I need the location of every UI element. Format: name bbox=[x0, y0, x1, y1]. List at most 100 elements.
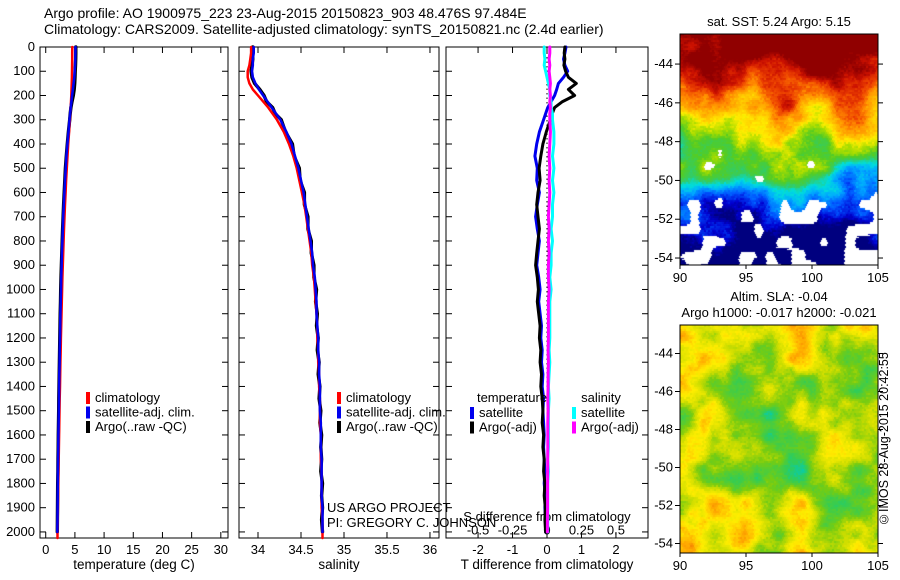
temperature-legend-label: satellite-adj. clim. bbox=[95, 405, 195, 420]
s-axis-tick-label: -0.25 bbox=[498, 523, 528, 538]
difference-x-tick-label: 2 bbox=[612, 542, 619, 557]
salinity-series-satellite-adj-clim- bbox=[250, 45, 324, 534]
depth-tick-label: 500 bbox=[13, 160, 35, 175]
salinity-legend-label: Argo(..raw -QC) bbox=[346, 419, 438, 434]
sla_map-y-tick-label: -48 bbox=[654, 422, 673, 437]
temperature-x-tick-label: 10 bbox=[97, 542, 111, 557]
sla_map-y-tick-label: -54 bbox=[654, 536, 673, 551]
temperature-legend-marker bbox=[86, 406, 90, 419]
s-axis-tick-label: -0.5 bbox=[467, 523, 489, 538]
sst_map-y-tick-label: -50 bbox=[654, 172, 673, 187]
sst_map-x-tick-label: 105 bbox=[867, 270, 889, 285]
temperature-panel: 0 5 10 15 20 25 300100200300400500600700800900… bbox=[6, 39, 229, 572]
difference-series-s-argo-adj- bbox=[545, 45, 552, 534]
temperature-x-tick-label: 20 bbox=[155, 542, 169, 557]
sst_map-y-tick-label: -54 bbox=[654, 250, 673, 265]
salinity-x-tick-label: 35 bbox=[337, 542, 351, 557]
depth-tick-label: 1600 bbox=[6, 427, 35, 442]
sla_map-axes-box bbox=[679, 324, 879, 554]
temperature-legend-label: Argo(..raw -QC) bbox=[95, 419, 187, 434]
depth-tick-label: 1500 bbox=[6, 403, 35, 418]
temperature-series-satellite-adj-clim- bbox=[55, 45, 77, 534]
sla_map-x-tick-label: 105 bbox=[867, 558, 889, 573]
temperature-legend-label: climatology bbox=[95, 390, 161, 405]
difference-legend-t-marker bbox=[470, 407, 474, 419]
difference-series-t-argo-adj- bbox=[534, 45, 578, 534]
sst_map-y-tick-label: -44 bbox=[654, 56, 673, 71]
difference-legend-s-marker bbox=[572, 407, 576, 419]
difference-legend-s-label: Argo(-adj) bbox=[581, 420, 639, 435]
difference-x-tick-label: -2 bbox=[472, 542, 484, 557]
salinity-x-tick-label: 34.5 bbox=[288, 542, 313, 557]
temperature-x-axis-label: temperature (deg C) bbox=[73, 557, 195, 572]
salinity-x-tick-label: 34 bbox=[251, 542, 265, 557]
sla-map-title-line2: Argo h1000: -0.017 h2000: -0.021 bbox=[681, 305, 877, 320]
difference-legend-t-header: temperature bbox=[477, 390, 547, 405]
difference-legend-s-label: satellite bbox=[581, 405, 625, 420]
temperature-legend-marker bbox=[86, 421, 90, 433]
depth-tick-label: 1900 bbox=[6, 500, 35, 515]
sla_map-x-tick-label: 100 bbox=[801, 558, 823, 573]
difference-x-tick-label: 1 bbox=[578, 542, 585, 557]
salinity-legend-label: climatology bbox=[346, 390, 412, 405]
sla_map-y-tick-label: -50 bbox=[654, 460, 673, 475]
difference-x-axis-label: T difference from climatology bbox=[461, 557, 634, 572]
sla_map-y-tick-label: -44 bbox=[654, 346, 673, 361]
sst_map-axes: 90 95 100 105 -44 -46 -48 -50 -52 -54 bbox=[654, 33, 889, 285]
s-axis-tick-label: 0.25 bbox=[569, 523, 594, 538]
sla-map-image bbox=[680, 325, 878, 553]
salinity-legend-marker bbox=[337, 392, 341, 404]
depth-tick-label: 2000 bbox=[6, 524, 35, 539]
temperature-legend-marker bbox=[86, 392, 90, 404]
sst_map-y-tick-label: -48 bbox=[654, 134, 673, 149]
project-pi: PI: GREGORY C. JOHNSON bbox=[327, 515, 497, 530]
difference-x-tick-label: 0 bbox=[543, 542, 550, 557]
difference-legend-t-label: Argo(-adj) bbox=[479, 420, 537, 435]
figure-title-line1: Argo profile: AO 1900975_223 23-Aug-2015… bbox=[44, 5, 527, 21]
temperature-axes-box bbox=[39, 46, 229, 539]
s-axis-tick-label: 0.5 bbox=[607, 523, 625, 538]
sst_map-x-tick-label: 95 bbox=[739, 270, 753, 285]
depth-tick-label: 1400 bbox=[6, 378, 35, 393]
depth-tick-label: 1700 bbox=[6, 451, 35, 466]
depth-tick-label: 1800 bbox=[6, 475, 35, 490]
temperature-x-tick-label: 30 bbox=[214, 542, 228, 557]
salinity-x-tick-label: 36 bbox=[423, 542, 437, 557]
depth-tick-label: 1300 bbox=[6, 354, 35, 369]
depth-tick-label: 700 bbox=[13, 209, 35, 224]
project-name: US ARGO PROJECT bbox=[327, 500, 451, 515]
difference-legend-t-label: satellite bbox=[479, 405, 523, 420]
salinity-x-tick-label: 35.5 bbox=[374, 542, 399, 557]
depth-tick-label: 600 bbox=[13, 184, 35, 199]
imos-credit: ©IMOS 28-Aug-2015 20:42:55 bbox=[877, 352, 891, 527]
sst_map-x-tick-label: 100 bbox=[801, 270, 823, 285]
salinity-legend-marker bbox=[337, 406, 341, 419]
depth-tick-label: 400 bbox=[13, 136, 35, 151]
salinity-legend-label: satellite-adj. clim. bbox=[346, 405, 446, 420]
difference-x-tick-label: -1 bbox=[507, 542, 519, 557]
salinity-x-axis-label: salinity bbox=[318, 557, 360, 572]
sst_map-y-tick-label: -46 bbox=[654, 95, 673, 110]
depth-tick-label: 900 bbox=[13, 257, 35, 272]
depth-tick-label: 1100 bbox=[7, 306, 35, 321]
temperature-x-tick-label: 15 bbox=[126, 542, 140, 557]
sla-map-title-line1: Altim. SLA: -0.04 bbox=[730, 289, 828, 304]
sst_map-y-tick-label: -52 bbox=[654, 211, 673, 226]
figure-title-line2: Climatology: CARS2009. Satellite-adjuste… bbox=[44, 21, 604, 37]
depth-tick-label: 0 bbox=[28, 39, 35, 54]
depth-tick-label: 1200 bbox=[6, 330, 35, 345]
temperature-x-tick-label: 0 bbox=[42, 542, 49, 557]
depth-tick-label: 800 bbox=[13, 233, 35, 248]
salinity-series-argo-raw-qc- bbox=[249, 45, 325, 534]
difference-legend-s-header: salinity bbox=[581, 390, 621, 405]
difference-legend-t-marker bbox=[470, 421, 474, 434]
salinity-legend-marker bbox=[337, 421, 341, 433]
salinity-series-climatology bbox=[246, 45, 324, 540]
depth-tick-label: 200 bbox=[13, 87, 35, 102]
sst-map-image bbox=[680, 34, 878, 265]
depth-tick-label: 100 bbox=[13, 63, 35, 78]
sla_map-y-tick-label: -46 bbox=[654, 384, 673, 399]
sst_map-x-tick-label: 90 bbox=[673, 270, 687, 285]
